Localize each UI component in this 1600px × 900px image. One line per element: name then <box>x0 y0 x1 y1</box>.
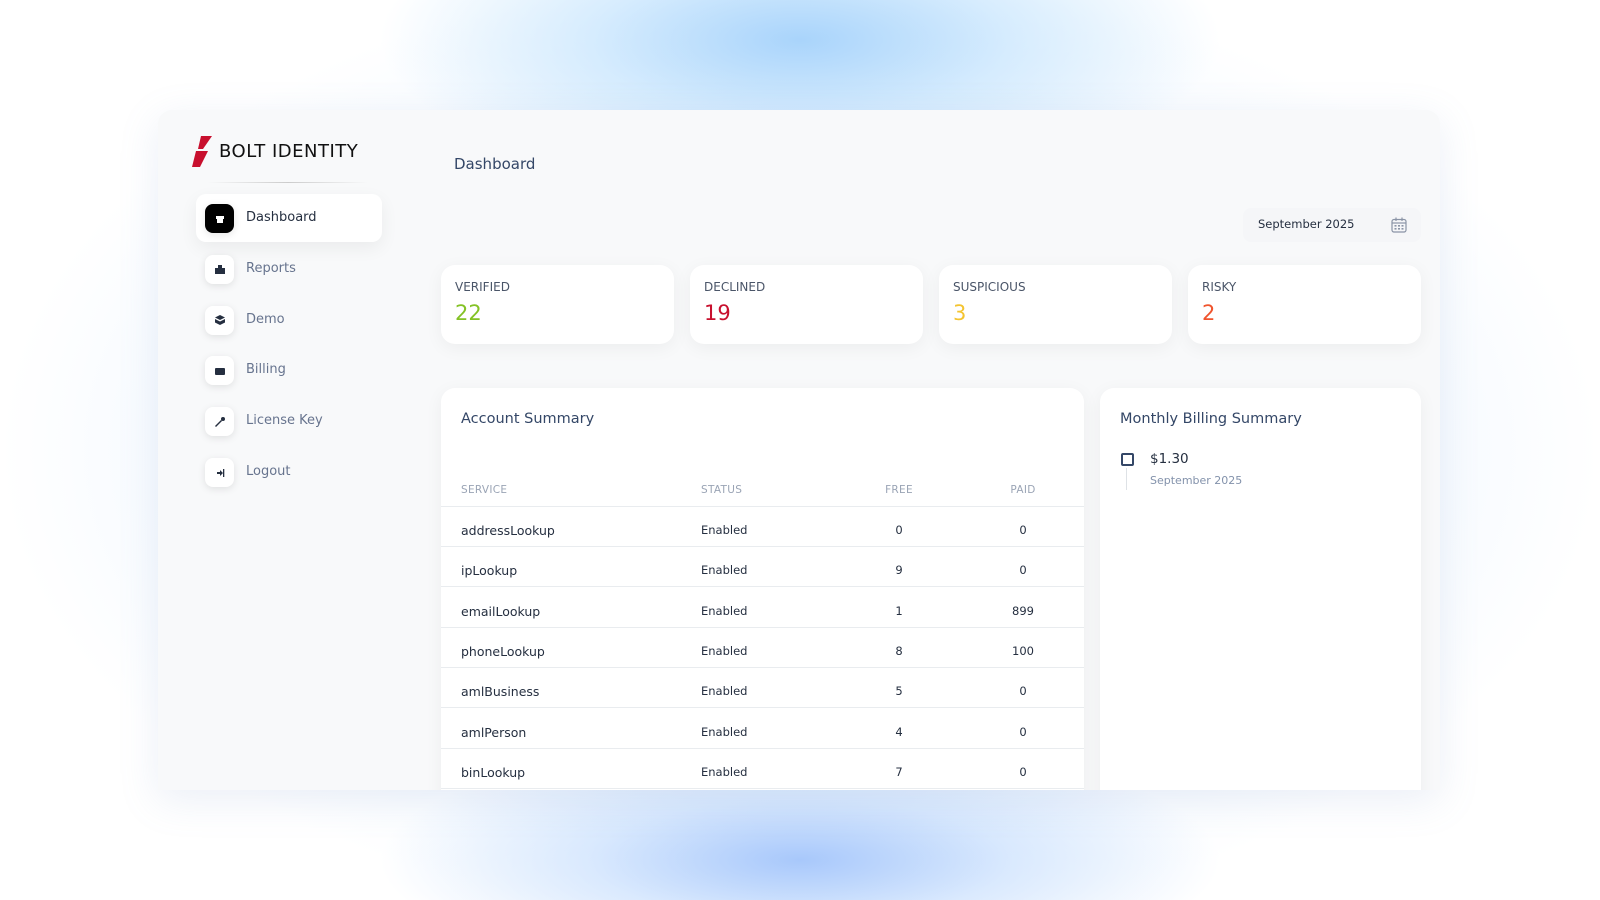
service-name: emailLookup <box>461 603 541 619</box>
table-cell: 0 <box>1019 764 1027 779</box>
stat-value: 3 <box>953 301 967 325</box>
divider <box>208 182 368 183</box>
nav-icon <box>205 305 234 335</box>
table-cell: 1 <box>895 603 903 618</box>
nav-label: License Key <box>246 413 323 429</box>
column-header: PAID <box>1010 484 1036 496</box>
nav-icon <box>205 407 234 437</box>
row-divider <box>441 506 1084 507</box>
calendar-icon <box>1391 217 1407 233</box>
entry-checkbox <box>1121 453 1134 466</box>
nav-item[interactable]: License Key <box>196 397 382 445</box>
table-cell: 0 <box>1019 523 1027 537</box>
nav-label: Dashboard <box>246 210 317 225</box>
icon-glyph <box>214 416 225 427</box>
billing-amount: $1.30 <box>1150 451 1189 467</box>
card-title: Monthly Billing Summary <box>1120 411 1302 427</box>
stat-card: SUSPICIOUS 3 <box>939 265 1172 344</box>
stat-label: VERIFIED <box>455 280 510 294</box>
table-cell: Enabled <box>701 684 748 699</box>
stat-label: SUSPICIOUS <box>953 280 1026 294</box>
stat-label: RISKY <box>1202 280 1237 294</box>
nav-icon <box>205 458 234 487</box>
row-divider <box>441 707 1084 709</box>
stat-card: RISKY 2 <box>1188 265 1421 344</box>
date-picker-text: September 2025 <box>1258 217 1355 231</box>
table-cell: 899 <box>1012 603 1034 618</box>
table-cell: Enabled <box>701 603 748 618</box>
nav-label: Logout <box>246 464 291 479</box>
stat-value: 22 <box>455 301 482 325</box>
column-header: FREE <box>885 484 913 496</box>
nav-item[interactable]: Demo <box>196 296 382 344</box>
date-picker[interactable]: September 2025 <box>1243 208 1421 242</box>
row-divider <box>441 626 1084 628</box>
service-name: addressLookup <box>461 523 555 538</box>
table-cell: 0 <box>1019 563 1027 578</box>
service-name: amlPerson <box>461 724 527 740</box>
row-divider <box>441 666 1084 668</box>
logo-text: BOLT IDENTITY <box>219 141 359 162</box>
stat-card: VERIFIED 22 <box>441 265 674 344</box>
table-cell: 0 <box>1019 684 1027 699</box>
nav-item[interactable]: Reports <box>196 245 382 293</box>
table-cell: 7 <box>895 764 903 779</box>
nav-label: Billing <box>246 362 286 378</box>
table-cell: Enabled <box>701 563 748 578</box>
table-cell: 4 <box>895 724 903 739</box>
nav-icon <box>205 204 234 233</box>
nav-icon <box>205 254 234 284</box>
billing-period: September 2025 <box>1150 474 1243 487</box>
row-divider <box>441 787 1084 789</box>
account-summary-card: Account Summary SERVICE STATUS FREE PAID add… <box>441 388 1084 790</box>
row-divider <box>441 586 1084 588</box>
nav-item[interactable]: Logout <box>196 448 382 496</box>
nav-label: Reports <box>246 260 296 276</box>
icon-glyph <box>214 315 225 326</box>
table-cell: Enabled <box>701 724 748 739</box>
table-cell: 100 <box>1012 643 1034 658</box>
table-cell: Enabled <box>701 523 748 537</box>
timeline-line <box>1126 468 1127 490</box>
row-divider <box>441 546 1084 547</box>
card-title: Account Summary <box>461 411 595 427</box>
stat-card: DECLINED 19 <box>690 265 923 344</box>
nav-label: Demo <box>246 311 285 327</box>
nav-item[interactable]: Billing <box>196 346 382 394</box>
column-header: STATUS <box>701 484 743 496</box>
table-cell: 8 <box>895 643 903 658</box>
service-name: amlBusiness <box>461 684 540 700</box>
column-header: SERVICE <box>461 484 508 496</box>
table-cell: 9 <box>895 563 903 578</box>
icon-glyph <box>215 215 224 223</box>
service-name: phoneLookup <box>461 643 545 659</box>
nav-item[interactable]: Dashboard <box>196 194 382 242</box>
table-cell: Enabled <box>701 643 748 658</box>
table-cell: 0 <box>895 523 903 537</box>
icon-glyph <box>216 468 224 477</box>
stat-value: 2 <box>1202 301 1216 325</box>
app-panel: BOLT IDENTITY Dashboard September 2025 V… <box>158 110 1440 790</box>
service-name: ipLookup <box>461 563 518 579</box>
table-cell: 0 <box>1019 724 1027 739</box>
billing-card: Monthly Billing Summary $1.30 September 2… <box>1100 388 1421 790</box>
nav-icon <box>205 356 234 386</box>
page-title: Dashboard <box>454 155 536 173</box>
icon-glyph <box>214 265 225 275</box>
service-name: binLookup <box>461 764 526 780</box>
stat-label: DECLINED <box>704 280 766 294</box>
logo-icon <box>192 136 212 167</box>
icon-glyph <box>214 367 225 375</box>
table-cell: Enabled <box>701 764 748 779</box>
row-divider <box>441 747 1084 749</box>
table-cell: 5 <box>895 684 903 699</box>
stat-value: 19 <box>704 301 731 325</box>
